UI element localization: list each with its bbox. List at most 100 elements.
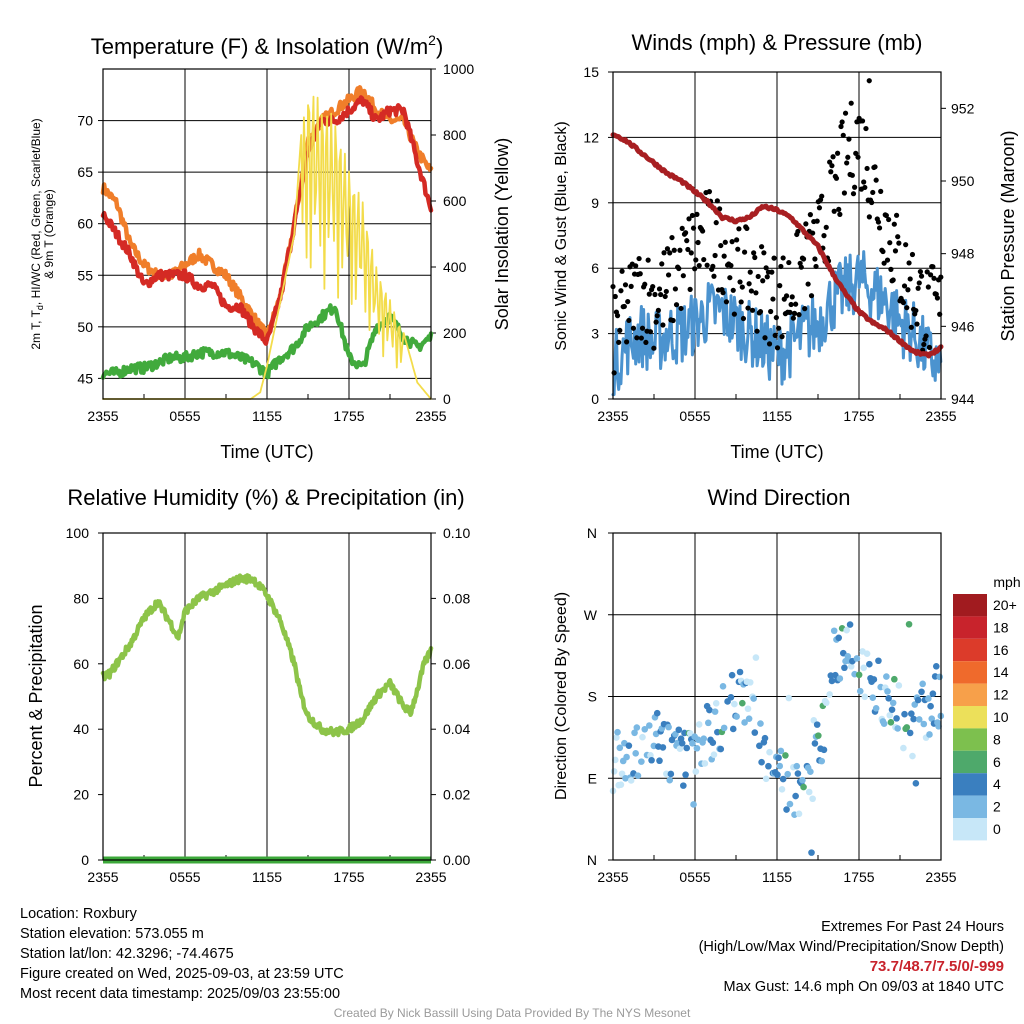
legend-swatch	[953, 706, 987, 729]
winds-xlabel: Time (UTC)	[730, 442, 823, 462]
gust-point	[744, 225, 750, 232]
gust-point	[755, 273, 761, 280]
gust-point	[884, 257, 891, 263]
gust-point	[893, 212, 900, 218]
gust-point	[646, 291, 652, 297]
gust-point	[763, 265, 769, 271]
direction-point	[826, 691, 833, 698]
direction-point	[903, 724, 911, 731]
gust-point	[771, 255, 777, 261]
x-tick-label: 2355	[597, 408, 628, 424]
direction-point	[855, 671, 863, 679]
gust-point	[654, 313, 660, 319]
x-tick-label: 1755	[843, 869, 874, 885]
gust-point	[655, 307, 661, 313]
direction-ylabel: Direction (Colored By Speed)	[553, 592, 570, 800]
direction-point	[822, 699, 830, 707]
gust-point	[678, 305, 684, 312]
gust-point	[923, 333, 929, 339]
y2-tick-label: 0.08	[443, 590, 470, 606]
direction-point	[653, 709, 661, 717]
gust-point	[645, 257, 651, 263]
gust-point	[786, 259, 792, 266]
direction-point	[700, 735, 708, 743]
direction-point	[906, 729, 914, 737]
x-tick-label: 2355	[925, 408, 956, 424]
gust-point	[908, 324, 914, 330]
legend-swatch	[953, 773, 987, 796]
gust-point	[780, 255, 786, 261]
direction-point	[905, 620, 913, 628]
gust-point	[706, 189, 713, 195]
direction-point	[894, 725, 902, 732]
winds-plot-frame	[612, 71, 942, 400]
gust-point	[864, 165, 870, 172]
direction-point	[625, 742, 633, 749]
gust-point	[737, 279, 743, 285]
direction-point	[731, 700, 738, 708]
direction-point	[751, 729, 759, 736]
direction-point	[936, 673, 943, 681]
direction-point	[910, 715, 917, 723]
legend-swatch	[953, 818, 987, 841]
direction-point	[666, 776, 674, 784]
gust-point	[752, 254, 758, 261]
gust-point	[890, 277, 896, 283]
direction-point	[779, 775, 787, 783]
direction-point	[792, 792, 799, 800]
gust-point	[900, 299, 906, 306]
gust-point	[714, 198, 720, 204]
direction-point	[756, 742, 763, 750]
recent-text: Most recent data timestamp: 2025/09/03 2…	[20, 986, 341, 1002]
gust-point	[866, 214, 872, 220]
direction-point	[811, 740, 819, 747]
direction-point	[675, 726, 683, 734]
direction-point	[784, 770, 791, 778]
gust-point	[634, 335, 640, 341]
gust-point	[630, 325, 637, 331]
direction-point	[686, 730, 694, 737]
direction-point	[783, 806, 790, 813]
direction-point	[667, 770, 675, 778]
direction-title: Wind Direction	[707, 485, 850, 510]
elevation-text: Station elevation: 573.055 m	[20, 926, 204, 942]
gust-point	[619, 268, 625, 274]
gust-point	[895, 234, 901, 240]
extremes-info: Extremes For Past 24 Hours (High/Low/Max…	[699, 917, 1004, 997]
direction-point	[719, 683, 727, 690]
gust-point	[643, 339, 649, 346]
direction-point	[611, 756, 619, 764]
gust-point	[819, 193, 825, 199]
direction-point	[861, 693, 869, 701]
gust-point	[918, 273, 925, 279]
direction-point	[800, 783, 807, 791]
gust-point	[803, 221, 809, 227]
gust-point	[831, 208, 837, 214]
direction-point	[909, 752, 916, 760]
direction-point	[912, 780, 920, 787]
direction-point	[776, 762, 784, 770]
direction-point	[744, 705, 752, 713]
direction-point	[712, 700, 720, 707]
gust-point	[903, 242, 909, 248]
x-tick-label: 2355	[925, 869, 956, 885]
direction-point	[885, 695, 892, 702]
gust-point	[676, 265, 682, 272]
direction-point	[795, 810, 803, 818]
direction-point	[634, 772, 642, 779]
x-tick-label: 0555	[679, 408, 710, 424]
gust-point	[736, 226, 742, 232]
gust-point	[711, 273, 717, 279]
direction-point	[692, 768, 700, 775]
direction-point	[727, 694, 735, 701]
y2-tick-label: 400	[443, 259, 467, 275]
gust-point	[925, 284, 931, 290]
direction-point	[752, 654, 760, 661]
y-tick-label: W	[584, 607, 598, 623]
gust-point	[812, 256, 818, 262]
gust-point	[722, 239, 728, 245]
x-tick-label: 1755	[333, 408, 364, 424]
gust-point	[773, 314, 779, 321]
direction-point	[717, 745, 725, 753]
gust-point	[848, 100, 854, 106]
